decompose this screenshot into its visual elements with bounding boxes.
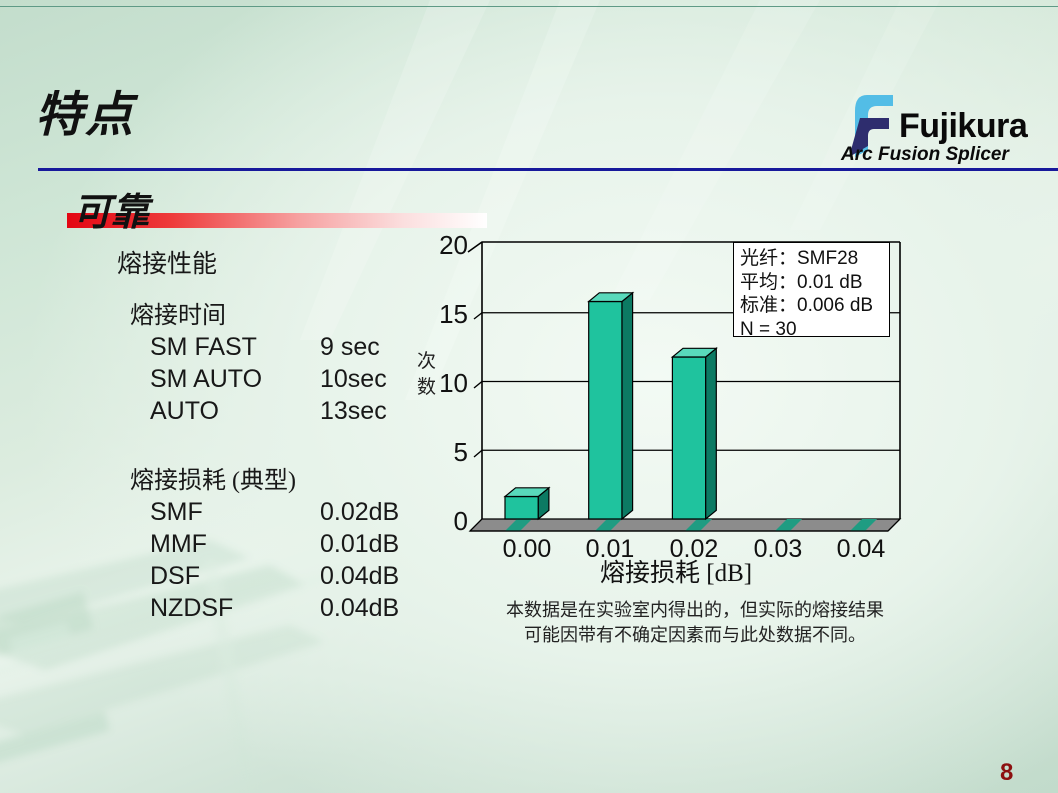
svg-text:0.03: 0.03 — [754, 535, 803, 563]
svg-text:Arc Fusion Splicer: Arc Fusion Splicer — [840, 144, 1010, 165]
svg-text:0: 0 — [454, 506, 468, 536]
svg-text:0.04: 0.04 — [837, 535, 886, 563]
svg-text:10: 10 — [439, 368, 468, 398]
svg-text:5: 5 — [454, 437, 468, 467]
svg-text:20: 20 — [439, 234, 468, 260]
svg-text:15: 15 — [439, 299, 468, 329]
svg-text:0.00: 0.00 — [503, 535, 552, 563]
svg-text:Fujikura: Fujikura — [899, 107, 1029, 145]
